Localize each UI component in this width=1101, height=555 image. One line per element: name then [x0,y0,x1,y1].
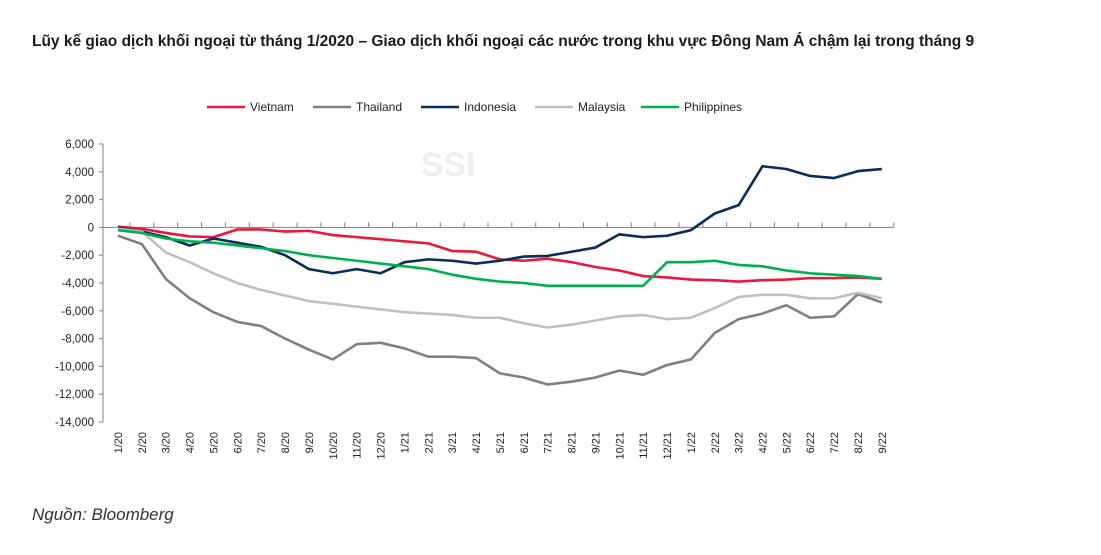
y-tick-label: -2,000 [61,250,94,262]
source-note: Nguồn: Bloomberg [32,505,174,524]
x-tick-label: 11/20 [352,432,364,459]
x-tick-label: 10/20 [328,432,340,460]
y-tick-label: -6,000 [61,306,94,318]
x-tick-label: 7/21 [543,432,555,453]
y-tick-label: -8,000 [61,334,94,346]
chart-title: Lũy kế giao dịch khối ngoại từ tháng 1/2… [32,33,975,50]
x-tick-label: 7/22 [829,432,841,453]
x-tick-label: 2/20 [137,432,149,453]
legend-label-thailand: Thailand [356,100,402,114]
y-tick-label: 0 [88,222,94,234]
x-tick-label: 8/20 [280,432,292,453]
x-tick-label: 10/21 [614,432,626,460]
y-tick-label: -4,000 [61,278,94,290]
series-line-thailand [117,234,883,386]
x-tick-label: 4/21 [471,432,483,453]
x-tick-label: 12/21 [662,432,674,460]
y-tick-label: -12,000 [55,389,94,401]
y-tick-label: -14,000 [55,417,94,429]
x-tick-label: 4/22 [757,432,769,453]
x-tick-label: 6/21 [519,432,531,453]
x-tick-label: 9/22 [877,432,889,453]
x-tick-label: 8/22 [853,432,865,453]
x-tick-label: 5/21 [495,432,507,453]
watermark: SSI [421,146,476,184]
series-line-vietnam [117,225,882,283]
legend-label-vietnam: Vietnam [250,100,294,114]
y-tick-label: 6,000 [65,139,94,151]
series-line-philippines [117,228,882,288]
x-tick-label: 7/20 [256,432,268,453]
x-tick-label: 1/20 [113,432,125,453]
x-tick-label: 1/22 [686,432,698,453]
x-tick-label: 2/21 [423,432,435,453]
x-tick-label: 3/21 [447,432,459,453]
series-line-indonesia [117,164,882,275]
series-line-malaysia [117,227,883,329]
y-tick-label: -10,000 [55,361,94,373]
x-tick-label: 9/20 [304,432,316,453]
x-tick-label: 3/20 [161,432,173,453]
x-tick-label: 8/21 [567,432,579,453]
x-tick-label: 12/20 [376,432,388,460]
y-tick-label: 2,000 [65,195,94,207]
x-tick-label: 4/20 [185,432,197,453]
legend-label-philippines: Philippines [684,100,742,114]
x-tick-label: 11/21 [638,432,650,459]
legend-label-indonesia: Indonesia [464,100,516,114]
x-tick-label: 5/20 [208,432,220,453]
x-tick-label: 1/21 [399,432,411,453]
x-tick-label: 9/21 [590,432,602,453]
legend-label-malaysia: Malaysia [578,100,626,114]
x-tick-label: 6/22 [805,432,817,453]
x-tick-label: 2/22 [710,432,722,453]
x-tick-label: 3/22 [734,432,746,453]
y-tick-label: 4,000 [65,167,94,179]
x-tick-label: 5/22 [781,432,793,453]
x-tick-label: 6/20 [232,432,244,453]
